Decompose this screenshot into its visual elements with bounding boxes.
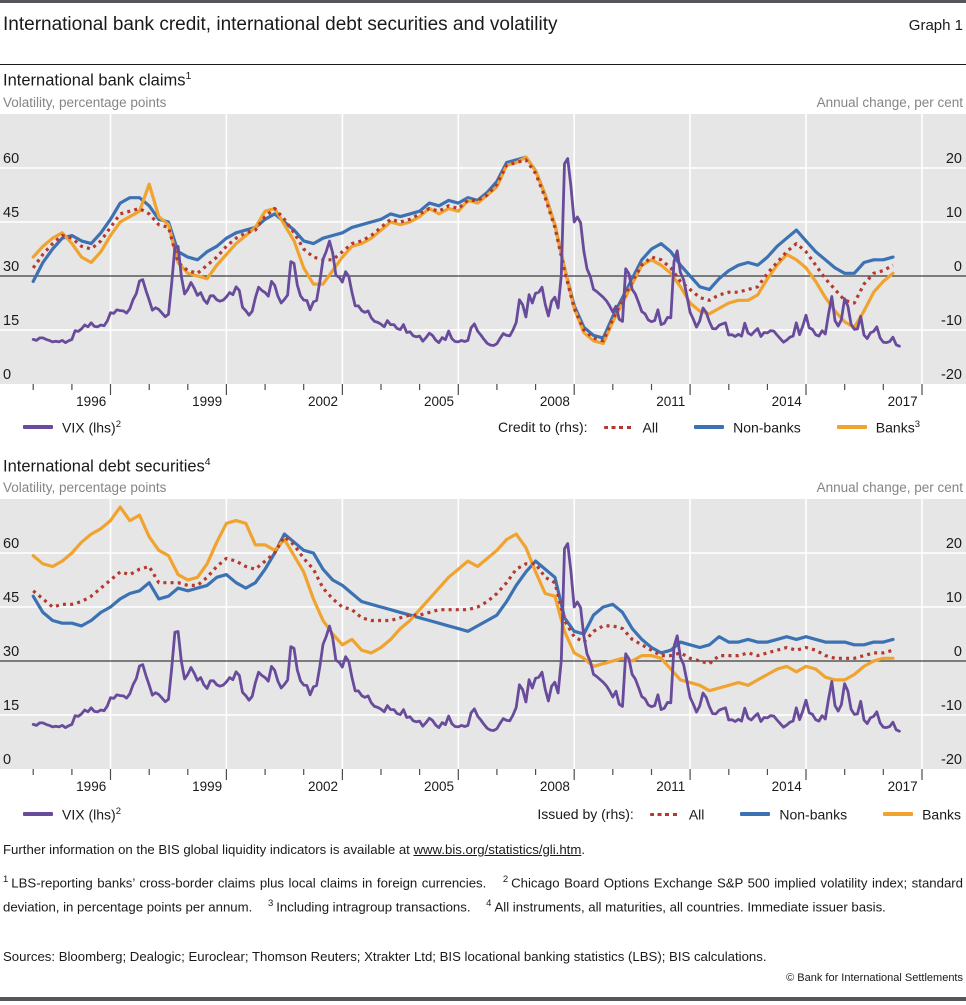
legend-prefix: Issued by (rhs): xyxy=(537,806,634,823)
gli-link[interactable]: www.bis.org/statistics/gli.htm xyxy=(413,842,582,857)
top-rule-bar xyxy=(0,0,966,3)
debt-securities-legend: VIX (lhs)2 Issued by (rhs): All Non-bank… xyxy=(0,806,966,823)
svg-text:-10: -10 xyxy=(941,698,962,714)
banks-line-swatch xyxy=(883,812,914,817)
panel-heading-bank-claims: International bank claims1 xyxy=(3,70,192,90)
non-banks-line-swatch xyxy=(694,425,725,430)
right-axis-caption: Annual change, per cent xyxy=(816,480,963,495)
axis-caption-row: Volatility, percentage points Annual cha… xyxy=(3,95,963,110)
footnote-text: Chicago Board Options Exchange S&P 500 i… xyxy=(3,875,964,915)
svg-text:15: 15 xyxy=(3,698,19,714)
all-line-swatch xyxy=(603,425,634,430)
right-axis-caption: Annual change, per cent xyxy=(816,95,963,110)
footnote-marker: 2 xyxy=(502,874,509,885)
bottom-rule-bar xyxy=(0,997,966,1001)
graph-number-label: Graph 1 xyxy=(908,17,963,34)
banks-line-swatch xyxy=(836,425,867,430)
title-divider xyxy=(0,64,966,65)
legend-label: VIX (lhs) xyxy=(62,419,116,436)
svg-text:-20: -20 xyxy=(941,367,962,383)
svg-text:2017: 2017 xyxy=(888,394,918,409)
svg-text:2005: 2005 xyxy=(424,394,454,409)
all-line-swatch xyxy=(649,812,680,817)
left-axis-caption: Volatility, percentage points xyxy=(3,480,167,495)
legend-label: Banks xyxy=(875,419,915,436)
svg-text:2002: 2002 xyxy=(308,779,338,794)
svg-text:1999: 1999 xyxy=(192,394,222,409)
svg-text:10: 10 xyxy=(946,590,962,606)
legend-item-non-banks: Non-banks xyxy=(740,806,847,823)
svg-text:30: 30 xyxy=(3,644,19,660)
svg-text:2008: 2008 xyxy=(540,779,570,794)
svg-text:1999: 1999 xyxy=(192,779,222,794)
svg-text:45: 45 xyxy=(3,205,19,221)
svg-text:0: 0 xyxy=(3,752,11,768)
footnote-text: LBS-reporting banks’ cross-border claims… xyxy=(11,875,487,891)
svg-text:20: 20 xyxy=(946,151,962,167)
legend-label: Non-banks xyxy=(779,806,848,823)
svg-text:45: 45 xyxy=(3,590,19,606)
legend-prefix: Credit to (rhs): xyxy=(498,419,588,436)
page-title: International bank credit, international… xyxy=(3,14,558,35)
legend-item-non-banks: Non-banks xyxy=(694,419,801,436)
legend-label: VIX (lhs) xyxy=(62,806,116,823)
svg-text:20: 20 xyxy=(946,536,962,552)
svg-text:0: 0 xyxy=(3,367,11,383)
svg-text:2014: 2014 xyxy=(772,394,803,409)
svg-text:1996: 1996 xyxy=(76,779,106,794)
footnote-text: All instruments, all maturities, all cou… xyxy=(494,899,886,915)
bank-claims-chart: 1996 1999 2002 2005 2008 2011 2014 2017 0 15 30 45 6… xyxy=(0,114,966,409)
svg-text:2005: 2005 xyxy=(424,779,454,794)
svg-text:2008: 2008 xyxy=(540,394,570,409)
legend-item-all: All xyxy=(649,806,705,823)
footnotes-paragraph: 1 LBS-reporting banks’ cross-border claim… xyxy=(3,869,963,918)
svg-text:60: 60 xyxy=(3,151,19,167)
legend-item-vix: VIX (lhs)2 xyxy=(23,806,121,823)
svg-text:60: 60 xyxy=(3,536,19,552)
footnote-text: Including intragroup transactions. xyxy=(276,899,471,915)
svg-text:15: 15 xyxy=(3,313,19,329)
title-row: International bank credit, international… xyxy=(3,14,963,36)
vix-line-swatch xyxy=(23,812,53,817)
svg-text:0: 0 xyxy=(954,644,962,660)
legend-item-banks: Banks3 xyxy=(836,419,920,436)
left-axis-caption: Volatility, percentage points xyxy=(3,95,167,110)
panel-heading-debt-securities: International debt securities4 xyxy=(3,456,211,476)
legend-label: All xyxy=(642,419,659,436)
sources-line: Sources: Bloomberg; Dealogic; Euroclear;… xyxy=(3,949,767,964)
vix-line-swatch xyxy=(23,425,53,430)
footnote-marker: 4 xyxy=(486,898,492,910)
footnote-marker: 1 xyxy=(3,874,9,885)
svg-text:30: 30 xyxy=(3,259,19,275)
svg-text:2017: 2017 xyxy=(888,779,918,794)
svg-text:2002: 2002 xyxy=(308,394,338,409)
svg-text:2014: 2014 xyxy=(772,779,803,794)
debt-securities-chart: 1996 1999 2002 2005 2008 2011 2014 2017 0 15 30 45 6… xyxy=(0,499,966,794)
heading-footnote-ref: 4 xyxy=(204,456,211,468)
heading-footnote-ref: 1 xyxy=(185,70,192,82)
svg-text:2011: 2011 xyxy=(656,779,685,794)
bank-claims-legend: VIX (lhs)2 Credit to (rhs): All Non-bank… xyxy=(0,419,966,436)
further-info-line: Further information on the BIS global li… xyxy=(3,842,585,857)
legend-label: Banks xyxy=(922,806,961,823)
legend-label: All xyxy=(688,806,705,823)
non-banks-line-swatch xyxy=(740,812,771,817)
svg-text:-10: -10 xyxy=(941,313,962,329)
footnote-marker: 3 xyxy=(267,898,274,910)
svg-text:-20: -20 xyxy=(941,752,962,768)
legend-item-vix: VIX (lhs)2 xyxy=(23,419,121,436)
svg-text:2011: 2011 xyxy=(656,394,685,409)
svg-text:10: 10 xyxy=(946,205,962,221)
axis-caption-row: Volatility, percentage points Annual cha… xyxy=(3,480,963,495)
copyright-line: © Bank for International Settlements xyxy=(786,972,963,984)
legend-item-all: All xyxy=(603,419,659,436)
svg-text:0: 0 xyxy=(954,259,962,275)
legend-label: Non-banks xyxy=(733,419,801,436)
legend-item-banks: Banks xyxy=(883,806,961,823)
svg-text:1996: 1996 xyxy=(76,394,106,409)
